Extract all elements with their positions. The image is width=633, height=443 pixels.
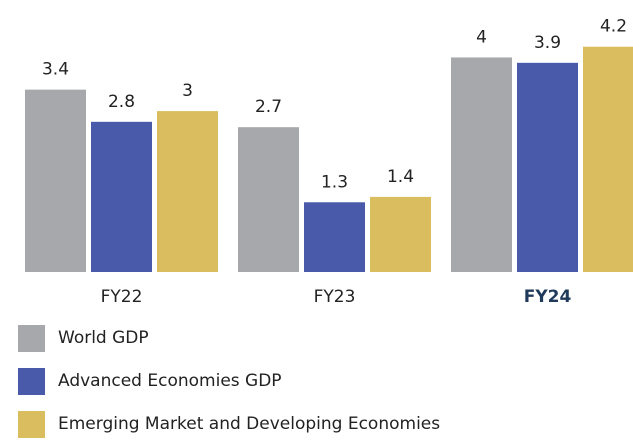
legend-swatch xyxy=(18,368,45,395)
x-tick-label: FY22 xyxy=(101,287,143,307)
bar xyxy=(583,46,633,273)
value-label: 4 xyxy=(476,27,487,47)
value-label: 3.9 xyxy=(534,33,561,53)
bar xyxy=(370,196,431,272)
bar xyxy=(451,57,512,272)
value-label: 3 xyxy=(182,81,193,101)
legend-swatch xyxy=(18,325,45,352)
legend-label: World GDP xyxy=(58,328,149,348)
x-tick-label: FY24 xyxy=(524,287,572,307)
value-label: 1.3 xyxy=(321,172,348,192)
bar xyxy=(517,62,578,273)
value-label: 1.4 xyxy=(387,167,414,187)
legend-label: Advanced Economies GDP xyxy=(58,371,282,391)
bar xyxy=(91,121,152,273)
bar xyxy=(238,127,299,272)
bar xyxy=(304,202,365,272)
value-label: 2.7 xyxy=(255,97,282,117)
x-tick-label: FY23 xyxy=(314,287,356,307)
value-label: 3.4 xyxy=(42,60,69,80)
legend-label: Emerging Market and Developing Economies xyxy=(58,414,440,434)
bar xyxy=(25,89,86,273)
bar xyxy=(157,111,218,272)
value-label: 2.8 xyxy=(108,92,135,112)
legend-swatch xyxy=(18,411,45,438)
value-label: 4.2 xyxy=(600,17,627,37)
